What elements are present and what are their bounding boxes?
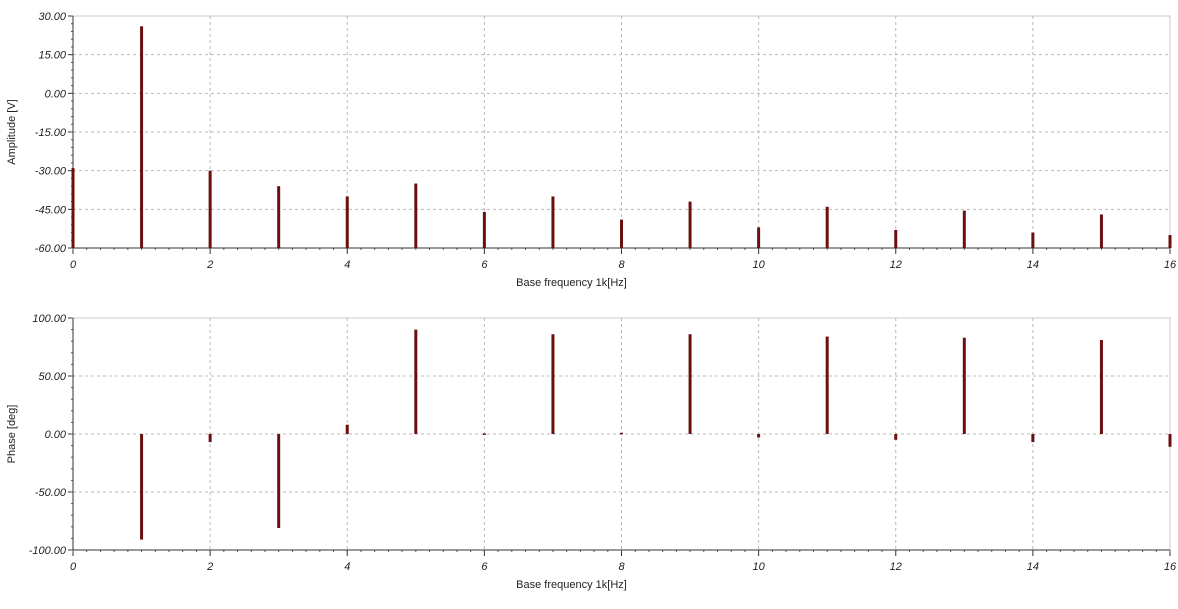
panel-1-y-tick-label: -15.00 bbox=[35, 127, 67, 139]
panel-1-bar bbox=[345, 196, 349, 248]
panel-1-y-tick-label: -30.00 bbox=[35, 166, 67, 178]
panel-2-bar bbox=[962, 337, 966, 434]
panel-1-x-tick-label: 6 bbox=[481, 259, 488, 271]
panel-2-y-tick-label: -100.00 bbox=[29, 545, 67, 557]
panel-2-x-tick-label: 2 bbox=[206, 561, 213, 573]
panel-1-y-tick-label: 30.00 bbox=[38, 11, 66, 23]
panel-1-x-axis-title: Base frequency 1k[Hz] bbox=[516, 277, 627, 289]
panel-1-bar bbox=[1031, 232, 1035, 248]
panel-2-bar bbox=[345, 424, 349, 434]
panel-1-bar bbox=[688, 201, 692, 248]
panel-2-bar bbox=[208, 434, 212, 443]
panel-1-x-tick-label: 2 bbox=[206, 259, 213, 271]
panel-1-bar bbox=[551, 196, 555, 248]
panel-2-bar bbox=[551, 334, 555, 434]
panel-2-x-tick-label: 10 bbox=[753, 561, 766, 573]
panel-1-y-tick-label: 0.00 bbox=[45, 88, 67, 100]
panel-2-bar bbox=[688, 334, 692, 434]
panel-2-bar bbox=[1031, 434, 1035, 443]
panel-2-bar bbox=[140, 434, 144, 540]
panel-2-y-axis-title: Phase [deg] bbox=[6, 405, 18, 464]
panel-1-y-tick-label: -45.00 bbox=[35, 204, 67, 216]
panel-2-y-tick-label: 100.00 bbox=[32, 313, 67, 325]
panel-2-bar bbox=[482, 433, 486, 435]
panel-1-bar bbox=[482, 211, 486, 248]
panel-2-bar bbox=[894, 434, 898, 440]
panel-2-y-tick-label: -50.00 bbox=[35, 487, 67, 499]
panel-1-bar bbox=[894, 229, 898, 248]
panel-1-bar bbox=[208, 170, 212, 248]
panel-1-y-axis-title: Amplitude [V] bbox=[6, 99, 18, 164]
panel-2-x-tick-label: 4 bbox=[344, 561, 350, 573]
panel-2-x-axis-title: Base frequency 1k[Hz] bbox=[516, 579, 627, 591]
panel-2-y-tick-label: 50.00 bbox=[38, 371, 66, 383]
panel-2-bar bbox=[1099, 340, 1103, 434]
panel-1-x-tick-label: 8 bbox=[618, 259, 625, 271]
panel-1-bar bbox=[71, 168, 75, 248]
panel-1-y-tick-label: 15.00 bbox=[38, 50, 66, 62]
panel-2-bar bbox=[757, 434, 761, 438]
panel-2-x-tick-label: 12 bbox=[890, 561, 902, 573]
panel-1-bar bbox=[1099, 214, 1103, 248]
panel-2-x-tick-label: 0 bbox=[70, 561, 77, 573]
panel-1-bar bbox=[825, 206, 829, 248]
panel-2-y-tick-label: 0.00 bbox=[45, 429, 67, 441]
panel-1-bar bbox=[962, 210, 966, 248]
panel-1-bar bbox=[414, 183, 418, 248]
panel-1-x-tick-label: 4 bbox=[344, 259, 350, 271]
panel-1-x-tick-label: 10 bbox=[753, 259, 766, 271]
panel-2-bar bbox=[620, 432, 623, 435]
panel-2-x-tick-label: 14 bbox=[1027, 561, 1039, 573]
panel-2-x-tick-label: 8 bbox=[618, 561, 625, 573]
panel-2-x-tick-label: 16 bbox=[1164, 561, 1177, 573]
panel-1-x-tick-label: 14 bbox=[1027, 259, 1039, 271]
panel-2-bar bbox=[825, 336, 829, 434]
panel-2-bar bbox=[1168, 434, 1172, 447]
panel-1-bar bbox=[277, 186, 281, 248]
panel-1-bar bbox=[757, 227, 761, 248]
panel-1-x-tick-label: 12 bbox=[890, 259, 902, 271]
panel-1-x-tick-label: 0 bbox=[70, 259, 77, 271]
panel-2-bar bbox=[414, 329, 418, 434]
panel-1-bar bbox=[620, 219, 623, 248]
panel-1-y-tick-label: -60.00 bbox=[35, 243, 67, 255]
panel-2-x-tick-label: 6 bbox=[481, 561, 488, 573]
panel-1-bar bbox=[1168, 235, 1172, 248]
panel-2-bar bbox=[277, 434, 281, 528]
panel-1-bar bbox=[140, 26, 144, 248]
panel-1-x-tick-label: 16 bbox=[1164, 259, 1177, 271]
